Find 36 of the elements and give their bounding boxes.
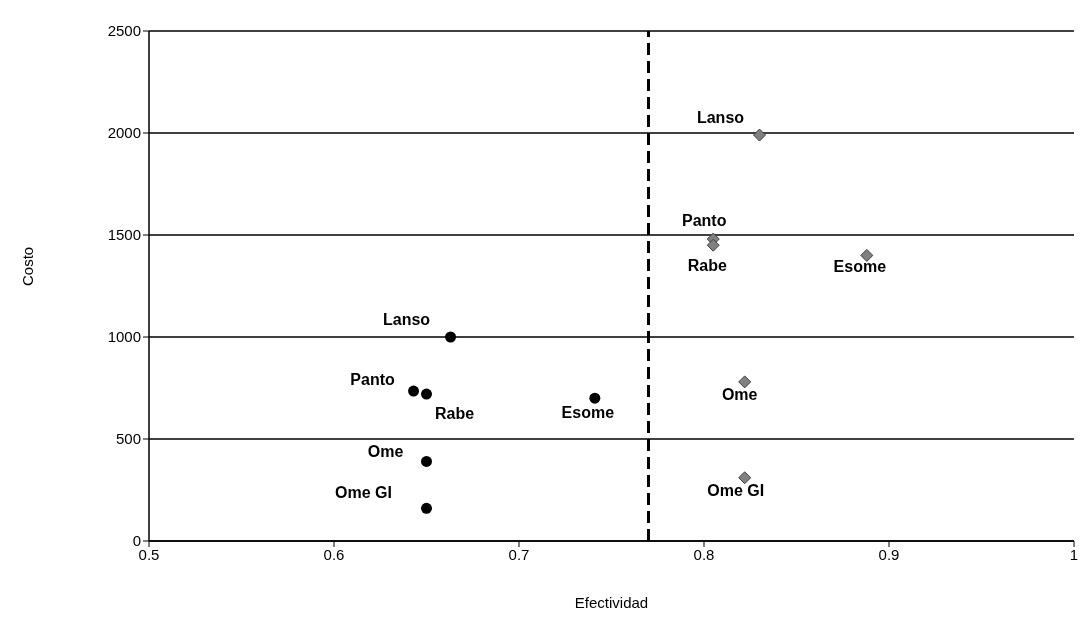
annotation: Lanso (382, 310, 431, 328)
point (408, 385, 420, 397)
point (421, 388, 432, 400)
annotation: Ome GI (707, 482, 765, 500)
point (738, 375, 752, 389)
point (738, 471, 752, 485)
point (706, 238, 720, 252)
point (589, 392, 601, 404)
annotation: Lanso (696, 108, 745, 126)
y-tick-label: 0 (132, 532, 141, 550)
point (421, 502, 432, 514)
x-tick-label: 0.7 (508, 545, 530, 563)
annotation: Ome (367, 443, 404, 461)
annotation: Rabe (687, 256, 727, 274)
x-axis-title: Efectividad (574, 594, 649, 611)
annotation: Panto (350, 370, 395, 388)
x-tick-label: 0.9 (878, 545, 900, 563)
point (753, 128, 766, 142)
x-tick-label: 0.6 (323, 545, 345, 563)
annotation: Ome (721, 386, 758, 404)
annotation: Rabe (434, 404, 475, 422)
point (445, 331, 457, 343)
annotation: Panto (682, 211, 727, 229)
y-tick-label: 1000 (107, 328, 141, 346)
x-tick-label: 0.5 (138, 545, 160, 563)
x-tick-label: 0.8 (693, 545, 715, 563)
y-tick-label: 2000 (107, 124, 141, 142)
annotation: Esome (561, 403, 615, 421)
y-tick-label: 2500 (107, 22, 141, 40)
y-axis-title: Costo (19, 246, 37, 286)
annotation: Esome (833, 258, 887, 275)
x-tick-label: 1 (1069, 545, 1079, 563)
y-tick-label: 1500 (107, 226, 141, 244)
y-tick-label: 500 (115, 430, 141, 448)
annotation: Ome GI (335, 483, 392, 501)
point (421, 455, 432, 467)
